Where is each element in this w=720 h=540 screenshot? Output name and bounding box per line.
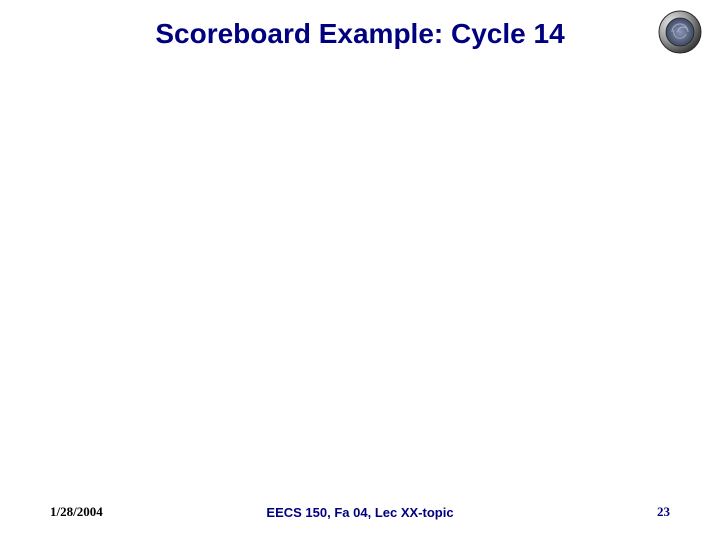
slide-title: Scoreboard Example: Cycle 14 — [0, 18, 720, 50]
logo-seal-icon — [658, 10, 702, 59]
slide: Scoreboard Example: Cycle 14 1/28/2004 — [0, 0, 720, 540]
footer-course-info: EECS 150, Fa 04, Lec XX-topic — [0, 505, 720, 520]
footer-page-number: 23 — [657, 504, 670, 520]
